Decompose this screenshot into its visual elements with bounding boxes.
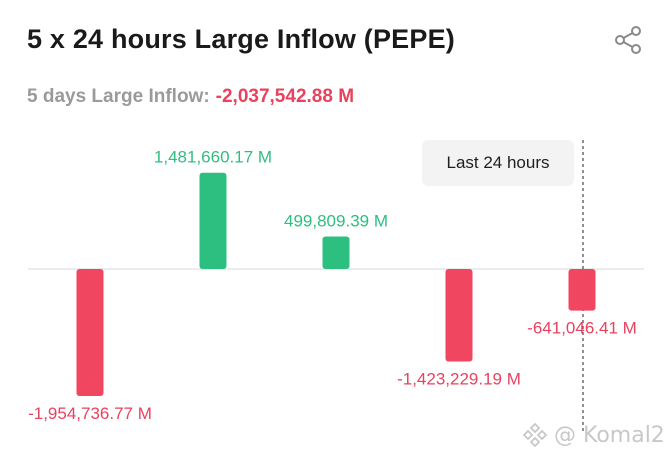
bar-value-label-1: -1,954,736.77 M bbox=[28, 404, 152, 423]
bar-value-label-2: 1,481,660.17 M bbox=[154, 148, 272, 167]
watermark-text: @ Komal2 bbox=[554, 422, 665, 448]
page-title: 5 x 24 hours Large Inflow (PEPE) bbox=[27, 24, 455, 54]
watermark: @ Komal2 bbox=[522, 422, 665, 448]
bar-5[interactable] bbox=[568, 269, 596, 311]
logo-icon bbox=[522, 422, 548, 448]
bar-3[interactable] bbox=[322, 236, 350, 269]
bar-1[interactable] bbox=[76, 269, 104, 396]
share-icon[interactable] bbox=[612, 24, 644, 56]
bar-value-label-5: -641,046.41 M bbox=[527, 319, 637, 338]
bar-4[interactable] bbox=[445, 269, 473, 362]
last-24-hours-badge: Last 24 hours bbox=[422, 140, 574, 186]
bar-value-label-3: 499,809.39 M bbox=[284, 212, 388, 231]
summary-value: -2,037,542.88 M bbox=[215, 86, 355, 107]
bar-value-label-4: -1,423,229.19 M bbox=[397, 369, 521, 388]
summary-line: 5 days Large Inflow: -2,037,542.88 M bbox=[27, 86, 354, 108]
bar-2[interactable] bbox=[199, 172, 227, 269]
summary-label: 5 days Large Inflow: bbox=[27, 86, 210, 107]
